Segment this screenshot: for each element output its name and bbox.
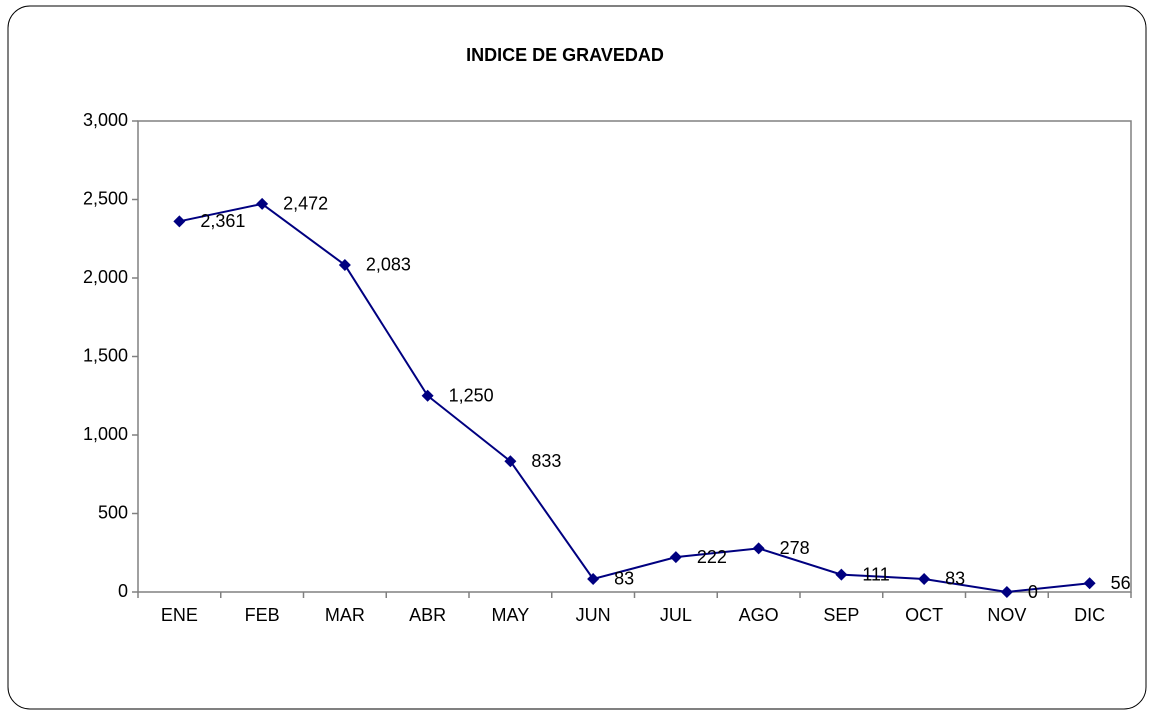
line [179,202,1090,594]
y-tick-label: 1,500 [83,345,128,365]
x-tick-label: NOV [987,605,1026,625]
marker [835,568,848,581]
marker [504,455,517,468]
marker [1083,577,1096,590]
y-tick-label: 1,000 [83,424,128,444]
y-tick-label: 2,500 [83,188,128,208]
x-tick-label: AGO [739,605,779,625]
data-label: 222 [697,547,727,567]
x-tick-label: JUL [660,605,692,625]
x-tick-label: ABR [409,605,446,625]
x-tick-label: SEP [823,605,859,625]
x-tick-label: DIC [1074,605,1105,625]
x-tick-label: OCT [905,605,943,625]
x-tick-label: FEB [245,605,280,625]
x-tick-label: ENE [161,605,198,625]
data-label: 278 [780,538,810,558]
data-label: 2,472 [283,194,328,214]
data-label: 2,083 [366,255,411,275]
y-tick-label: 500 [98,502,128,522]
x-tick-label: JUN [576,605,611,625]
marker [173,215,186,228]
marker [587,572,600,585]
data-label: 833 [531,451,561,471]
marker [669,551,682,564]
y-tick-label: 0 [118,581,128,601]
y-tick-label: 3,000 [83,110,128,130]
data-label: 2,361 [200,211,245,231]
marker [338,258,351,271]
chart-title: INDICE DE GRAVEDAD [466,45,664,65]
marker [256,197,269,210]
marker [421,389,434,402]
data-label: 83 [614,569,634,589]
x-tick-label: MAY [492,605,530,625]
data-label: 56 [1111,573,1131,593]
y-tick-label: 2,000 [83,267,128,287]
chart-frame [7,5,1147,710]
marker [918,572,931,585]
marker [1000,586,1013,598]
data-label: 111 [862,564,889,584]
marker [752,542,765,555]
data-label: 0 [1028,582,1038,602]
x-tick-label: MAR [325,605,365,625]
data-label: 83 [945,569,965,589]
data-label: 1,250 [449,386,494,406]
